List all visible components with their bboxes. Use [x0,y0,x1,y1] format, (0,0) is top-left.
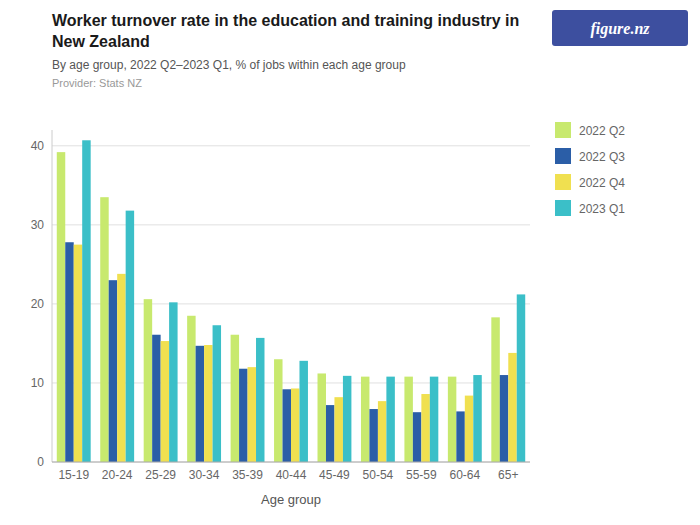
legend-swatch [555,148,571,164]
badge [552,10,688,46]
bar [231,335,239,462]
legend-label: 2022 Q4 [579,176,625,190]
bar [169,302,177,462]
y-tick-label: 30 [31,218,45,232]
bar [144,299,152,462]
bar [57,152,65,462]
bar [491,317,499,462]
x-tick-label: 45-49 [319,468,350,482]
bar [508,353,516,462]
subtitle: By age group, 2022 Q2–2023 Q1, % of jobs… [52,58,406,72]
bar [448,377,456,462]
x-axis-label: Age group [261,492,321,507]
bar [65,242,73,462]
bar [126,211,134,462]
grid-line [52,224,530,225]
x-axis-line [52,462,530,463]
y-axis-line [52,130,53,462]
x-tick-label: 40-44 [276,468,307,482]
bar [204,345,212,462]
title-line: Worker turnover rate in the education an… [52,12,519,29]
title: Worker turnover rate in the education an… [52,12,519,50]
bar [465,396,473,462]
bar [152,335,160,462]
bar [378,401,386,462]
x-tick-label: 30-34 [189,468,220,482]
bar [213,325,221,462]
y-tick-label: 0 [37,455,44,469]
chart: Worker turnover rate in the education an… [0,0,700,525]
badge-text: figure.nz [590,20,650,38]
provider: Provider: Stats NZ [52,77,142,89]
bar [421,394,429,462]
bar [117,274,125,462]
bar [343,376,351,462]
bar [326,405,334,462]
bar [109,280,117,462]
bar [248,367,256,462]
bar [361,377,369,462]
bar [299,361,307,462]
x-tick-label: 50-54 [363,468,394,482]
bar [256,338,264,462]
bar [82,140,90,462]
bar [283,389,291,462]
bar [517,294,525,462]
bar [369,409,377,462]
legend-swatch [555,200,571,216]
x-tick-label: 55-59 [406,468,437,482]
legend-label: 2022 Q2 [579,124,625,138]
x-tick-label: 20-24 [102,468,133,482]
x-tick-label: 65+ [498,468,518,482]
x-tick-label: 60-64 [449,468,480,482]
bar [274,359,282,462]
x-tick-label: 25-29 [145,468,176,482]
bar [161,341,169,462]
bar [334,397,342,462]
grid-line [52,462,530,463]
legend-swatch [555,174,571,190]
bar [473,375,481,462]
y-tick-label: 40 [31,139,45,153]
bar [318,373,326,462]
legend-swatch [555,122,571,138]
legend-label: 2022 Q3 [579,150,625,164]
y-tick-label: 10 [31,376,45,390]
x-tick-label: 35-39 [232,468,263,482]
bar [404,377,412,462]
grid-line [52,145,530,146]
bar [413,412,421,462]
bar [187,316,195,462]
x-tick-label: 15-19 [58,468,89,482]
bars [57,140,525,462]
bar [100,197,108,462]
bar [500,375,508,462]
bar [74,245,82,462]
bar [456,411,464,462]
bar [239,369,247,462]
legend-label: 2023 Q1 [579,202,625,216]
y-tick-label: 20 [31,297,45,311]
bar [430,377,438,462]
title-line: New Zealand [52,33,150,50]
bar [386,377,394,462]
bar [291,388,299,462]
bar [196,346,204,462]
background [0,0,700,525]
